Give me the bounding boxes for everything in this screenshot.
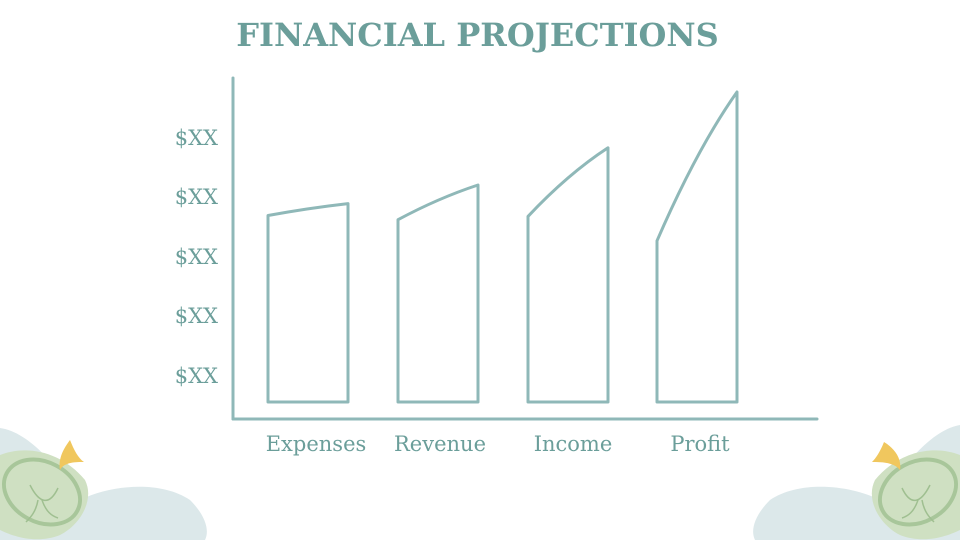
decoration-left (0, 428, 207, 540)
bars (266, 90, 739, 404)
x-tick-label: Income (534, 432, 613, 456)
bar-profit (655, 90, 739, 404)
y-tick-label: $XX (175, 126, 218, 150)
y-tick-label: $XX (175, 185, 218, 209)
decoration-right (753, 425, 960, 540)
x-tick-label: Revenue (394, 432, 486, 456)
bar-revenue (396, 183, 480, 404)
bar-expenses (266, 202, 350, 404)
y-tick-label: $XX (175, 245, 218, 269)
x-tick-label: Profit (670, 432, 730, 456)
y-tick-label: $XX (175, 364, 218, 388)
y-tick-labels: $XX $XX $XX $XX $XX (175, 126, 218, 388)
bar-income (526, 146, 610, 404)
y-tick-label: $XX (175, 304, 218, 328)
x-tick-label: Expenses (266, 432, 367, 456)
chart-title: FINANCIAL PROJECTIONS (236, 16, 719, 54)
x-tick-labels: Expenses Revenue Income Profit (266, 432, 730, 456)
